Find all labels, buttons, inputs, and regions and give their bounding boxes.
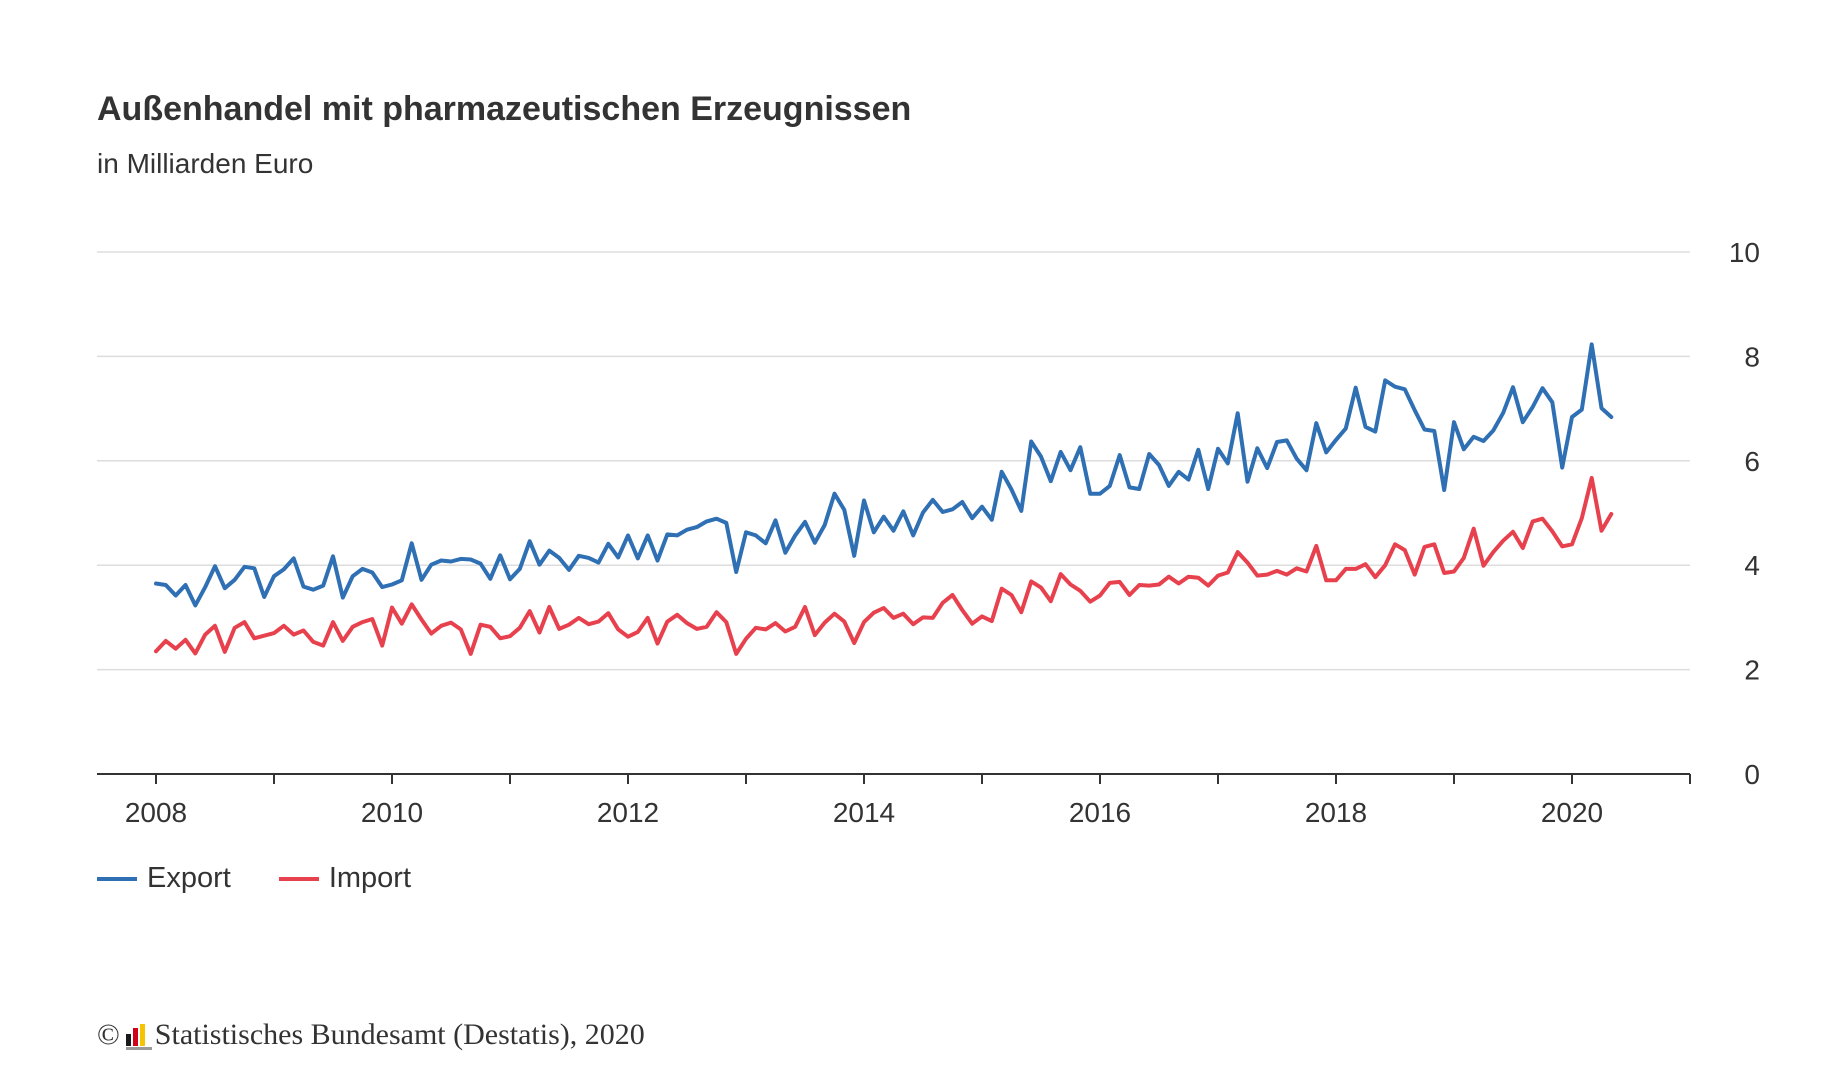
- x-tick-label-2014: 2014: [833, 797, 895, 828]
- y-tick-label-0: 0: [1744, 759, 1760, 790]
- x-tick-label-2008: 2008: [125, 797, 187, 828]
- legend-item-import: Import: [278, 862, 412, 895]
- source-text: Statistisches Bundesamt (Destatis), 2020: [154, 1018, 645, 1051]
- y-tick-label-6: 6: [1744, 446, 1760, 477]
- y-tick-label-4: 4: [1744, 550, 1760, 581]
- x-tick-label-2020: 2020: [1541, 797, 1603, 828]
- chart-subtitle: in Milliarden Euro: [97, 148, 314, 179]
- y-tick-label-8: 8: [1744, 341, 1760, 372]
- legend-label-export: Export: [147, 862, 231, 894]
- x-tick-label-2018: 2018: [1305, 797, 1367, 828]
- destatis-logo-icon: [125, 1024, 152, 1050]
- x-tick-label-2010: 2010: [361, 797, 423, 828]
- legend-swatch-export: [97, 876, 137, 881]
- legend-item-export: Export: [97, 862, 231, 895]
- series-line-import: [154, 476, 1614, 656]
- series-line-export: [154, 342, 1614, 608]
- chart-title: Außenhandel mit pharmazeutischen Erzeugn…: [97, 90, 912, 128]
- y-tick-label-2: 2: [1744, 655, 1760, 686]
- y-tick-label-10: 10: [1729, 237, 1760, 268]
- x-tick-label-2016: 2016: [1069, 797, 1131, 828]
- copyright-symbol: ©: [97, 1018, 120, 1051]
- legend-label-import: Import: [328, 862, 412, 894]
- x-tick-label-2012: 2012: [597, 797, 659, 828]
- legend: Export Import: [97, 862, 459, 895]
- source-footer: © Statistisches Bundesamt (Destatis), 20…: [97, 1018, 645, 1052]
- legend-swatch-import: [278, 876, 319, 881]
